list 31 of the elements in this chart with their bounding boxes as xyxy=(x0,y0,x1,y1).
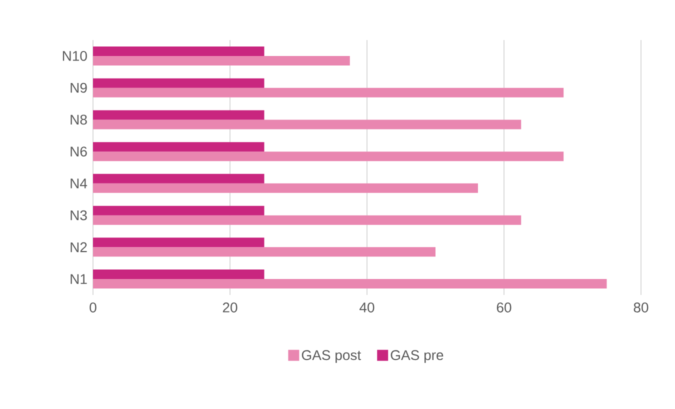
bar xyxy=(93,174,264,184)
x-tick-label: 0 xyxy=(90,302,96,312)
x-tick-label: 40 xyxy=(360,302,374,312)
bar xyxy=(93,215,522,225)
bar xyxy=(93,183,478,193)
bar xyxy=(93,152,564,162)
legend-label: GAS post xyxy=(302,350,362,363)
bar xyxy=(93,110,264,120)
y-tick-label: N10 xyxy=(62,50,87,61)
x-tick-label: 20 xyxy=(222,302,238,312)
x-tick-label: 60 xyxy=(496,302,512,312)
y-tick-label: N3 xyxy=(70,210,87,220)
y-tick-label: N6 xyxy=(70,146,87,157)
legend-label: GAS pre xyxy=(390,350,444,363)
y-tick-label: N1 xyxy=(70,274,87,284)
bar xyxy=(93,46,264,56)
bar xyxy=(93,238,264,248)
bar xyxy=(93,120,522,130)
y-tick-label: N8 xyxy=(70,114,87,125)
bar xyxy=(93,247,436,257)
bar xyxy=(93,142,264,152)
y-tick-label: N4 xyxy=(70,178,88,188)
bar xyxy=(93,56,350,66)
bar xyxy=(93,206,264,216)
bar xyxy=(93,279,607,289)
x-tick-label: 80 xyxy=(634,302,648,312)
bar xyxy=(93,88,564,98)
bar xyxy=(93,78,264,88)
y-tick-label: N2 xyxy=(70,242,87,252)
y-tick-label: N9 xyxy=(70,82,87,93)
bar xyxy=(93,270,264,280)
